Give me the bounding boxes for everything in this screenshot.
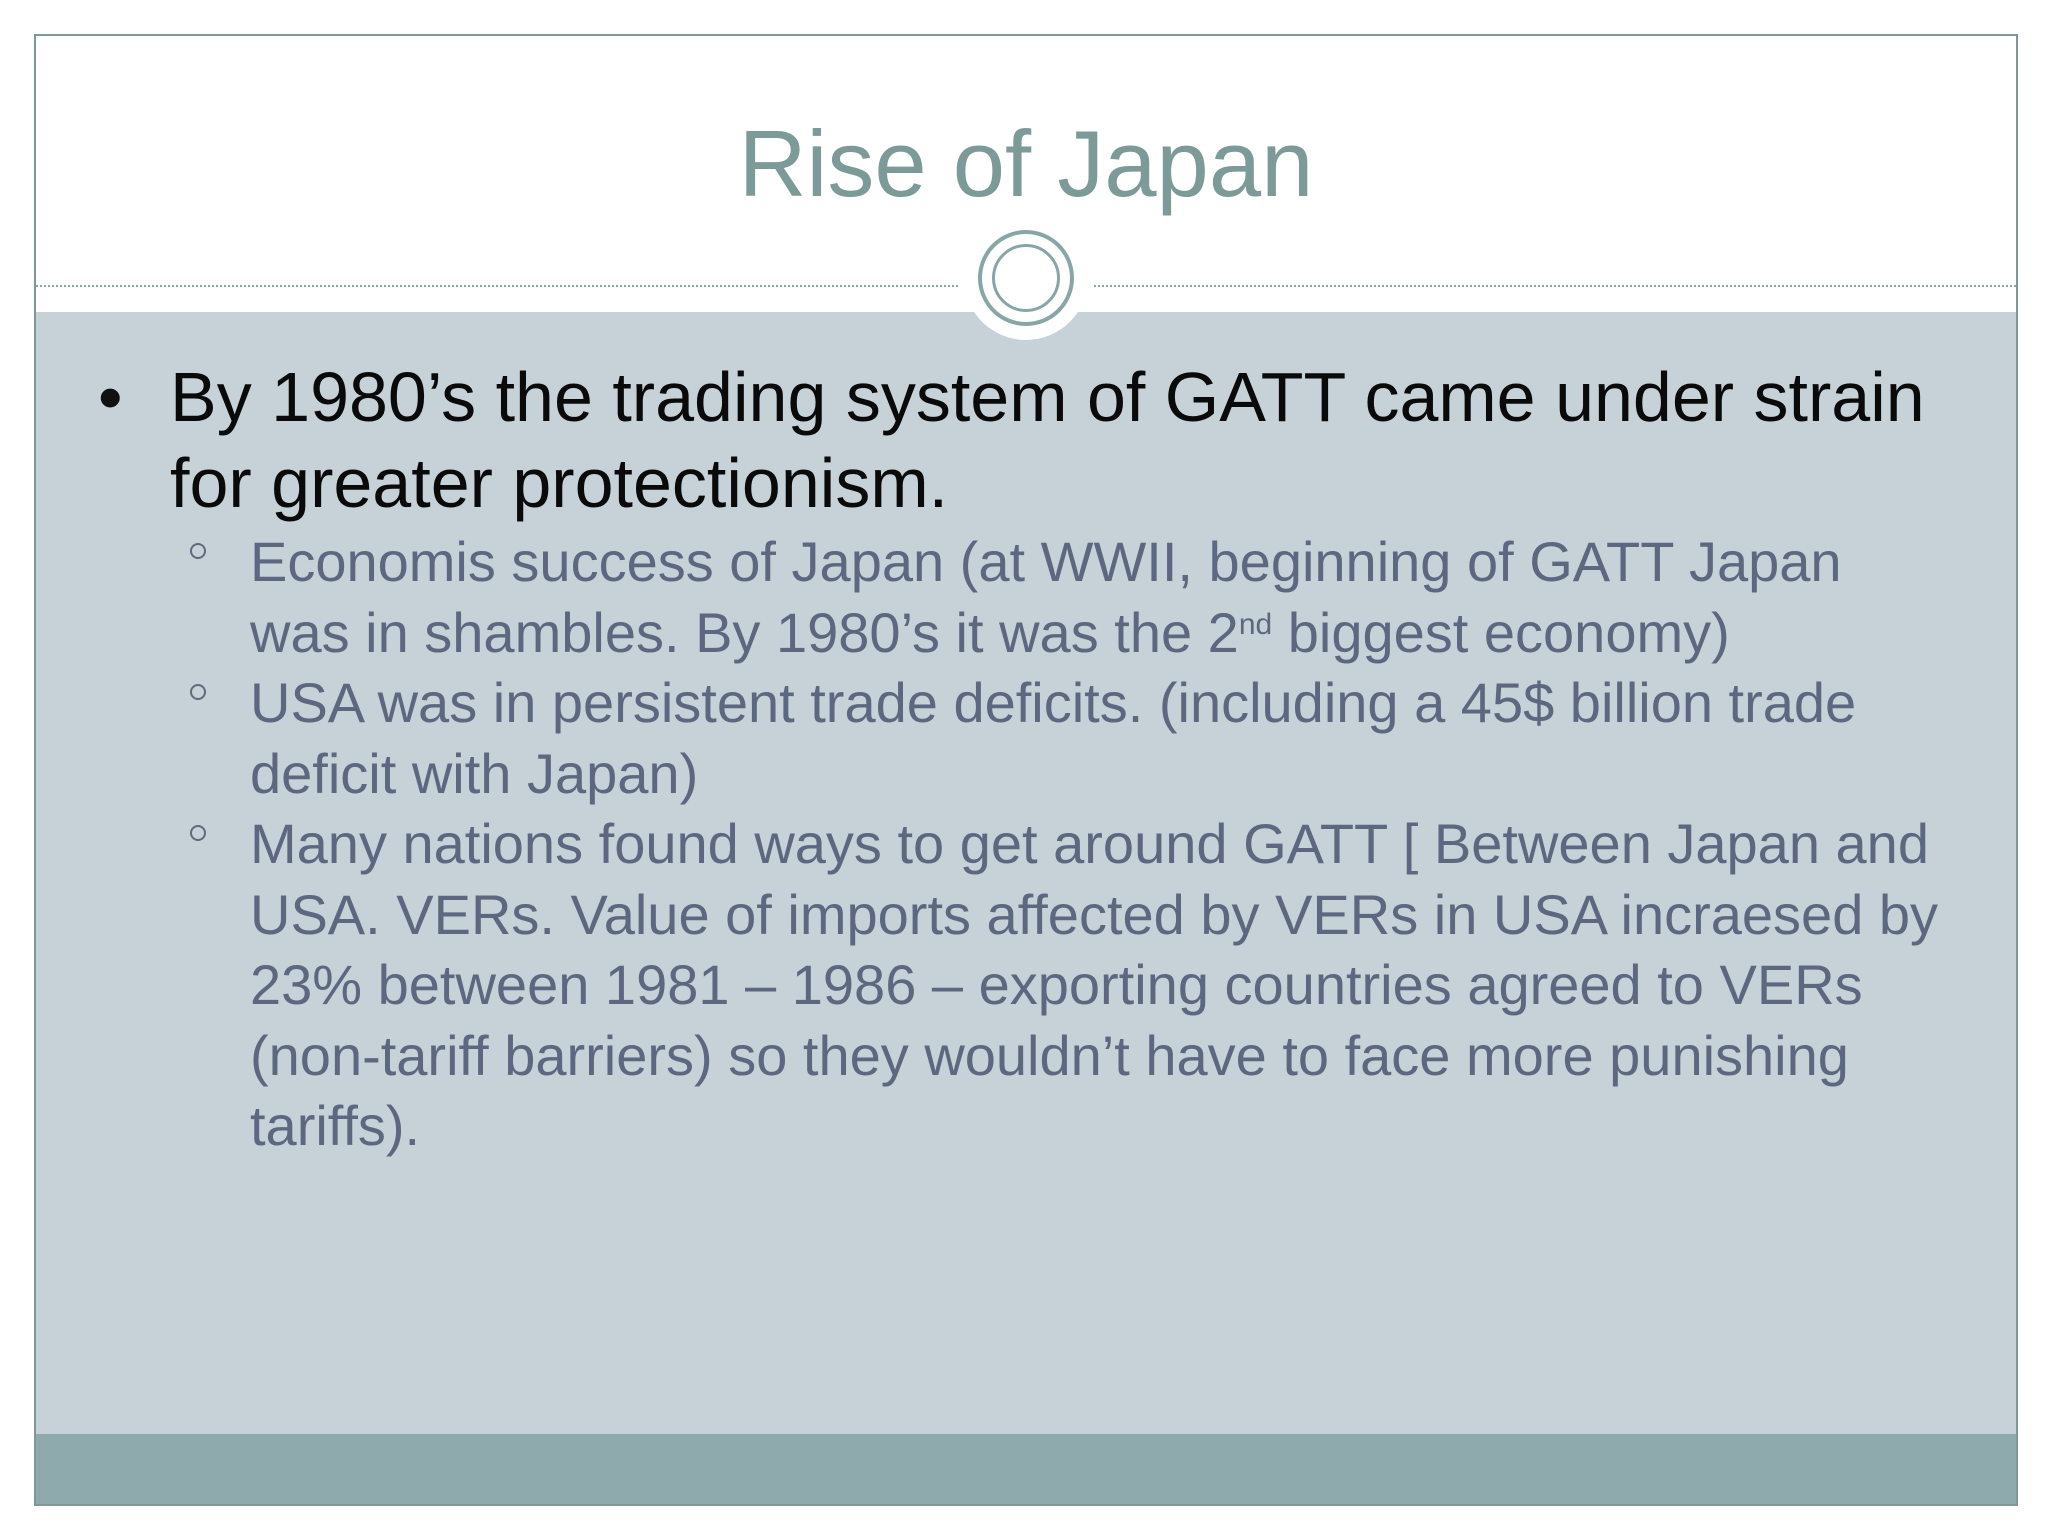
main-bullet-text: By 1980’s the trading system of GATT cam… bbox=[170, 358, 1925, 522]
sub-bullet-item: USA was in persistent trade deficits. (i… bbox=[190, 668, 1950, 809]
bullet-dot-icon: • bbox=[98, 358, 123, 436]
footer-band bbox=[36, 1434, 2016, 1504]
hollow-circle-bullet-icon bbox=[190, 543, 206, 559]
slide: Rise of Japan bbox=[34, 34, 2018, 1506]
sub-bullet-item: Many nations found ways to get around GA… bbox=[190, 809, 1950, 1162]
hollow-circle-bullet-icon bbox=[190, 684, 206, 700]
divider-line-left bbox=[36, 285, 958, 287]
sub-bullet-text-part: Economis success of Japan (at WWII, begi… bbox=[250, 530, 1842, 664]
sub-bullet-list: Economis success of Japan (at WWII, begi… bbox=[190, 527, 1950, 1162]
ordinal-superscript: nd bbox=[1238, 607, 1273, 641]
slide-title: Rise of Japan bbox=[738, 111, 1314, 216]
sub-bullet-text-part: biggest economy) bbox=[1272, 600, 1730, 664]
sub-bullet-item: Economis success of Japan (at WWII, begi… bbox=[190, 527, 1950, 668]
content-background bbox=[36, 312, 2016, 1434]
sub-bullet-text: Many nations found ways to get around GA… bbox=[250, 812, 1939, 1157]
hollow-circle-bullet-icon bbox=[190, 825, 206, 841]
sub-bullet-text: Economis success of Japan (at WWII, begi… bbox=[250, 527, 1950, 668]
divider-circle-icon bbox=[978, 230, 1074, 326]
sub-bullet-text: USA was in persistent trade deficits. (i… bbox=[250, 671, 1857, 805]
divider-line-right bbox=[1094, 285, 2016, 287]
divider-inner-circle-icon bbox=[992, 244, 1060, 312]
